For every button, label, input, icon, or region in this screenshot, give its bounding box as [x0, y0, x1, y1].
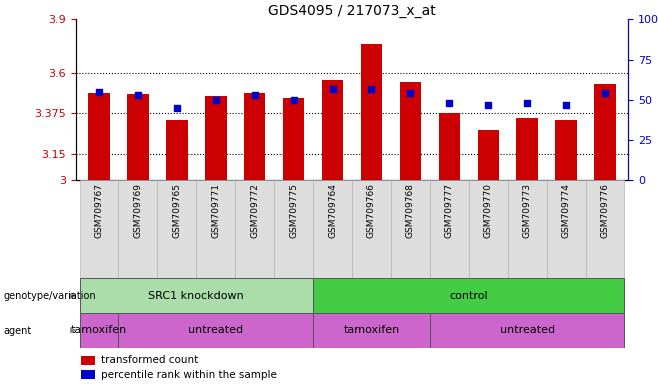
Bar	[166, 119, 188, 180]
Bar	[118, 313, 313, 348]
Bar	[547, 180, 586, 278]
Text: percentile rank within the sample: percentile rank within the sample	[101, 370, 276, 380]
Text: GSM709777: GSM709777	[445, 184, 454, 238]
Bar	[81, 356, 95, 365]
Point	[444, 100, 455, 106]
Text: GSM709775: GSM709775	[289, 184, 298, 238]
Bar	[118, 180, 157, 278]
Text: GSM709771: GSM709771	[211, 184, 220, 238]
Bar	[88, 93, 110, 180]
Text: GSM709768: GSM709768	[406, 184, 415, 238]
Bar	[80, 180, 118, 278]
Bar	[439, 113, 460, 180]
Bar	[468, 180, 508, 278]
Bar	[555, 119, 577, 180]
Text: untreated: untreated	[499, 325, 555, 335]
Text: GSM709769: GSM709769	[134, 184, 142, 238]
Text: transformed count: transformed count	[101, 355, 198, 365]
Bar	[352, 180, 391, 278]
Bar	[586, 180, 624, 278]
Bar	[391, 180, 430, 278]
Point	[172, 105, 182, 111]
Point	[367, 86, 377, 92]
Point	[561, 102, 571, 108]
Text: SRC1 knockdown: SRC1 knockdown	[149, 291, 244, 301]
Bar	[157, 180, 196, 278]
Point	[133, 92, 143, 98]
Point	[405, 90, 416, 96]
Bar	[196, 180, 236, 278]
Bar	[283, 98, 305, 180]
Bar	[236, 180, 274, 278]
Text: tamoxifen: tamoxifen	[71, 325, 127, 335]
Bar	[322, 80, 343, 180]
Bar	[517, 118, 538, 180]
Bar	[81, 370, 95, 379]
Text: GSM709774: GSM709774	[562, 184, 570, 238]
Point	[249, 92, 260, 98]
Text: agent: agent	[3, 326, 32, 336]
Bar	[313, 278, 624, 313]
Bar	[594, 84, 616, 180]
Bar	[274, 180, 313, 278]
Text: GSM709766: GSM709766	[367, 184, 376, 238]
Bar	[313, 313, 430, 348]
Bar	[399, 82, 421, 180]
Bar	[430, 313, 624, 348]
Bar	[508, 180, 547, 278]
Text: untreated: untreated	[188, 325, 243, 335]
Text: GSM709776: GSM709776	[601, 184, 609, 238]
Point	[211, 97, 221, 103]
Bar	[80, 313, 118, 348]
Point	[288, 97, 299, 103]
Bar	[205, 96, 226, 180]
Point	[522, 100, 532, 106]
Text: genotype/variation: genotype/variation	[3, 291, 96, 301]
Bar	[430, 180, 468, 278]
Text: tamoxifen: tamoxifen	[343, 325, 399, 335]
Bar	[244, 93, 265, 180]
Text: GSM709764: GSM709764	[328, 184, 337, 238]
Bar	[80, 278, 313, 313]
Point	[483, 102, 494, 108]
Point	[600, 90, 611, 96]
Bar	[127, 94, 149, 180]
Point	[327, 86, 338, 92]
Text: GSM709773: GSM709773	[522, 184, 532, 238]
Text: control: control	[449, 291, 488, 301]
Bar	[313, 180, 352, 278]
Text: GSM709770: GSM709770	[484, 184, 493, 238]
Text: GSM709765: GSM709765	[172, 184, 182, 238]
Title: GDS4095 / 217073_x_at: GDS4095 / 217073_x_at	[268, 4, 436, 18]
Point	[93, 89, 104, 95]
Bar	[478, 130, 499, 180]
Bar	[361, 44, 382, 180]
Text: GSM709767: GSM709767	[95, 184, 103, 238]
Text: GSM709772: GSM709772	[250, 184, 259, 238]
